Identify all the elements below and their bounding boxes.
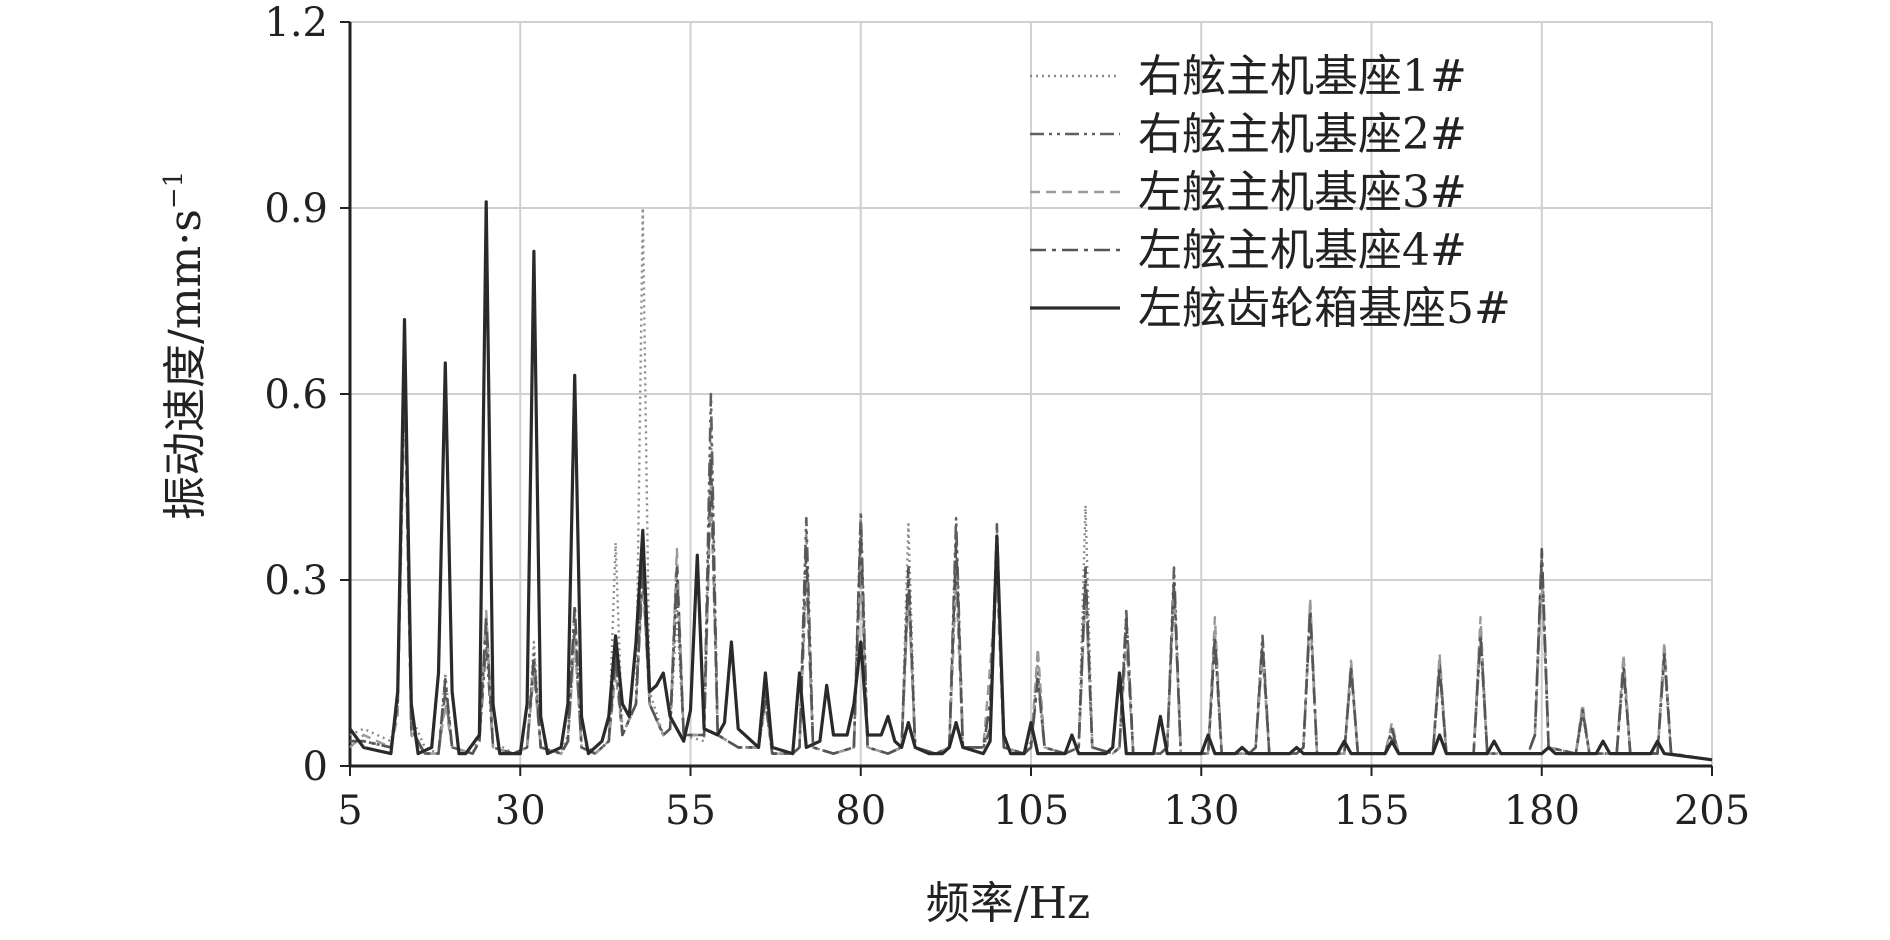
x-tick-label: 55 bbox=[665, 788, 716, 834]
y-axis-title: 振动速度/mm·s−1 bbox=[159, 171, 211, 520]
y-tick-label: 0.6 bbox=[264, 372, 328, 418]
legend-label-3: 左舷主机基座3# bbox=[1138, 167, 1467, 218]
x-tick-label: 105 bbox=[993, 788, 1069, 834]
series-line-4 bbox=[350, 361, 1713, 762]
legend-label-2: 右舷主机基座2# bbox=[1138, 109, 1467, 160]
x-axis-ticks: 5 30 55 80 105 130 155 180 205 bbox=[337, 766, 1750, 834]
x-tick-label: 205 bbox=[1674, 788, 1750, 834]
series-line-5 bbox=[348, 200, 1713, 762]
x-tick-label: 80 bbox=[835, 788, 886, 834]
series-group bbox=[348, 200, 1713, 762]
y-axis-title-sup: −1 bbox=[159, 171, 189, 209]
y-axis-ticks: 0 0.3 0.6 0.9 1.2 bbox=[264, 0, 350, 790]
grid-lines bbox=[350, 21, 1713, 766]
legend-label-1: 右舷主机基座1# bbox=[1138, 51, 1467, 102]
x-tick-label: 130 bbox=[1163, 788, 1239, 834]
x-tick-label: 155 bbox=[1333, 788, 1409, 834]
y-axis-title-main: 振动速度/mm·s bbox=[160, 209, 211, 520]
x-tick-label: 5 bbox=[337, 788, 362, 834]
legend-label-5: 左舷齿轮箱基座5# bbox=[1138, 283, 1511, 334]
y-tick-label: 0.9 bbox=[264, 186, 328, 232]
x-tick-label: 180 bbox=[1504, 788, 1580, 834]
legend-label-4: 左舷主机基座4# bbox=[1138, 225, 1467, 276]
y-tick-label: 0 bbox=[303, 744, 328, 790]
y-tick-label: 0.3 bbox=[264, 558, 328, 604]
x-axis-title: 频率/Hz bbox=[926, 878, 1090, 929]
svg-text:振动速度/mm·s−1: 振动速度/mm·s−1 bbox=[159, 171, 211, 520]
legend: 右舷主机基座1# 右舷主机基座2# 左舷主机基座3# 左舷主机基座4# 左舷齿轮箱基座5… bbox=[1030, 51, 1511, 334]
x-tick-label: 30 bbox=[495, 788, 546, 834]
y-tick-label: 1.2 bbox=[264, 0, 328, 46]
